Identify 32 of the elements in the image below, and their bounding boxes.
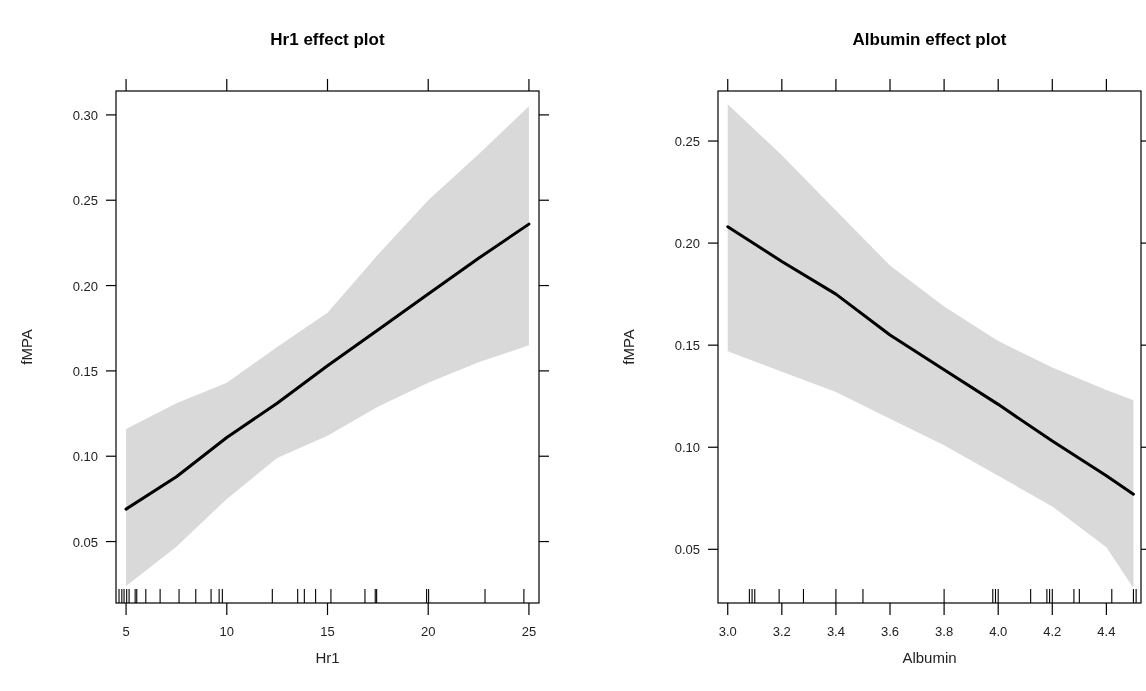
y-tick-label: 0.10: [72, 449, 98, 465]
line-series: [726, 225, 1135, 496]
x-tick-label: 10: [219, 624, 235, 639]
x-tick-label: 4.4: [1097, 624, 1116, 639]
x-tick-label: 15: [320, 624, 335, 639]
x-tick-label: 3.2: [772, 624, 791, 639]
y-tick-label: 0.05: [72, 534, 98, 550]
chart-title: Hr1 effect plot: [270, 30, 385, 49]
x-tick-label: 3.6: [880, 624, 900, 639]
y-tick-label: 0.15: [674, 338, 700, 354]
line-series: [124, 222, 531, 511]
x-tick-label: 3.0: [718, 624, 737, 639]
y-tick-label: 0.25: [674, 134, 700, 150]
y-tick-label: 0.10: [674, 440, 700, 456]
chart-title: Albumin effect plot: [852, 30, 1007, 49]
y-axis-title: fMPA: [18, 329, 35, 365]
y-tick-label: 0.15: [72, 363, 98, 379]
y-tick-label: 0.20: [72, 278, 98, 294]
y-tick-label: 0.20: [674, 236, 700, 252]
y-tick-label: 0.25: [72, 193, 98, 209]
x-tick-label: 5: [122, 624, 130, 639]
y-axis-title: fMPA: [620, 329, 637, 365]
x-tick-label: 4.0: [989, 624, 1008, 639]
x-tick-label: 25: [521, 624, 537, 639]
y-tick-label: 0.05: [674, 542, 700, 558]
x-tick-label: 3.8: [935, 624, 954, 639]
x-tick-label: 4.2: [1043, 624, 1062, 639]
x-tick-label: 3.4: [826, 624, 845, 639]
x-axis-title: Albumin: [902, 649, 957, 666]
x-axis-title: Hr1: [315, 649, 340, 666]
x-tick-label: 20: [420, 624, 436, 639]
y-tick-label: 0.30: [72, 107, 98, 123]
